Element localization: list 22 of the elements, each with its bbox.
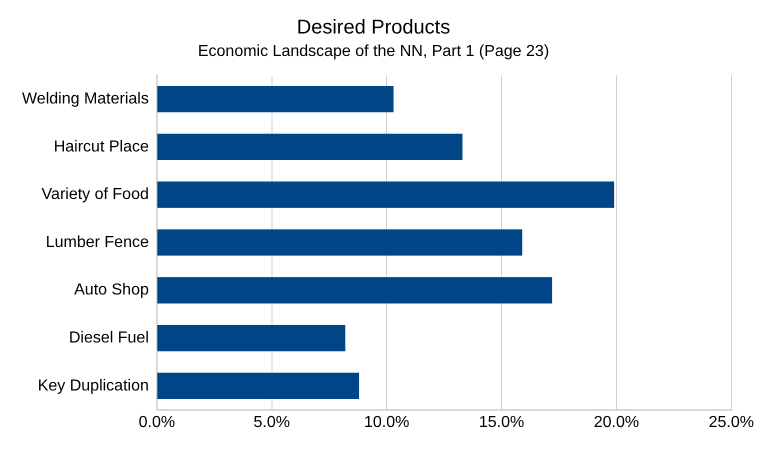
x-tick-label: 20.0% (594, 414, 640, 431)
bar (157, 324, 346, 352)
y-tick-label: Variety of Food (42, 186, 149, 204)
x-tick-label: 10.0% (364, 414, 410, 431)
bar (157, 229, 522, 256)
chart-subtitle: Economic Landscape of the NN, Part 1 (Page 23) (198, 43, 550, 60)
y-tick-label: Auto Shop (74, 282, 149, 299)
bar (157, 86, 394, 112)
bar (157, 372, 360, 400)
chart-title: Desired Products (296, 16, 450, 39)
y-tick-label: Key Duplication (38, 377, 149, 394)
x-tick-label: 25.0% (708, 414, 754, 431)
x-tick-label: 5.0% (254, 414, 290, 431)
bar (157, 134, 462, 160)
y-tick-label: Lumber Fence (46, 234, 149, 251)
y-tick-label: Haircut Place (54, 138, 149, 156)
y-tick-label: Welding Materials (22, 90, 149, 108)
bar (157, 182, 614, 208)
x-tick-label: 15.0% (478, 414, 524, 431)
y-tick-label: Diesel Fuel (68, 330, 149, 347)
x-tick-label: 0.0% (138, 414, 176, 431)
bar (157, 277, 552, 304)
